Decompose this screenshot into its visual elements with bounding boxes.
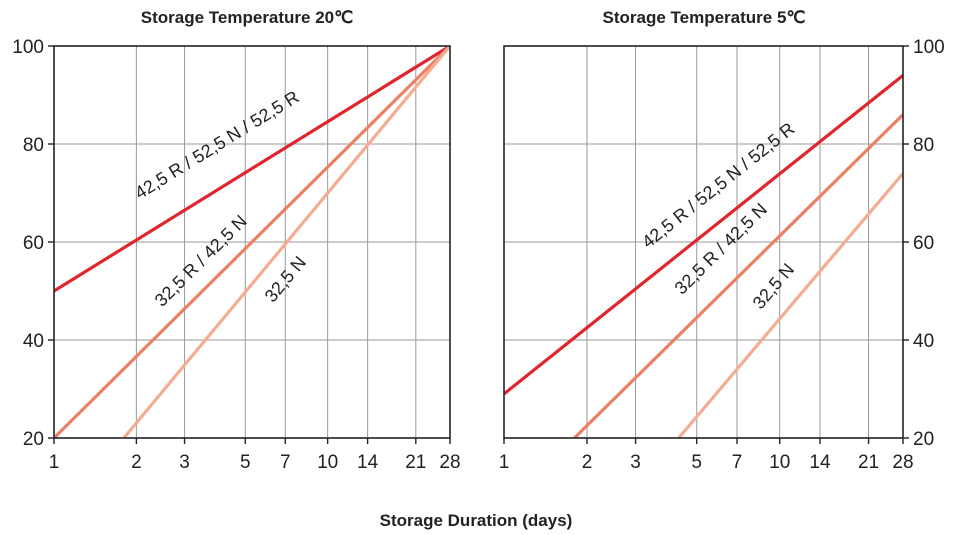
left-x-tick-label: 28	[439, 452, 460, 473]
left-x-tick-label: 5	[240, 452, 251, 473]
left-x-tick-label: 1	[49, 452, 60, 473]
left-x-tick-label: 3	[179, 452, 190, 473]
right-x-tick-label: 14	[809, 452, 831, 473]
right-y-tick-label: 20	[913, 429, 934, 450]
right-y-tick-label: 60	[913, 233, 934, 254]
right-series-line-3	[677, 172, 903, 438]
right-x-tick-label: 7	[732, 452, 743, 473]
left-series-label-2: 32,5 R / 42,5 N	[151, 211, 251, 310]
right-x-tick-label: 5	[691, 452, 702, 473]
x-axis-title: Storage Duration (days)	[380, 511, 573, 530]
left-chart-panel: 1 2 3 5 7 10 14 21 28 20 40 60 80 100 42,5 R / 52,5 N …	[12, 37, 460, 473]
right-x-tick-label: 3	[630, 452, 641, 473]
right-chart-title: Storage Temperature 5℃	[602, 8, 805, 27]
left-series-line-1	[54, 46, 450, 293]
right-y-tick-label: 40	[913, 331, 934, 352]
left-chart-title: Storage Temperature 20℃	[141, 8, 353, 27]
right-series-label-1: 42,5 R / 52,5 N / 52,5 R	[638, 119, 798, 253]
left-x-tick-label: 10	[317, 452, 338, 473]
right-x-tick-label: 10	[769, 452, 790, 473]
right-series-group	[504, 74, 903, 438]
right-series-line-1	[504, 74, 903, 396]
left-series-group	[54, 46, 450, 438]
right-series-line-2	[573, 113, 903, 438]
left-y-tick-label: 40	[23, 331, 44, 352]
left-series-line-3	[122, 46, 450, 438]
left-x-tick-label: 21	[405, 452, 426, 473]
left-series-label-1: 42,5 R / 52,5 N / 52,5 R	[131, 87, 302, 203]
left-series-line-2	[54, 46, 450, 438]
left-y-tick-label: 100	[12, 37, 44, 58]
left-y-tick-label: 20	[23, 429, 44, 450]
right-y-tick-label: 80	[913, 135, 934, 156]
right-y-tick-label: 100	[913, 37, 945, 58]
right-x-tick-label: 2	[582, 452, 593, 473]
left-y-tick-label: 60	[23, 233, 44, 254]
left-x-tick-label: 7	[280, 452, 291, 473]
left-y-tick-label: 80	[23, 135, 44, 156]
left-x-tick-label: 2	[131, 452, 142, 473]
left-x-tick-label: 14	[357, 452, 379, 473]
right-x-tick-label: 28	[892, 452, 913, 473]
right-x-tick-label: 21	[858, 452, 879, 473]
right-x-tick-label: 1	[499, 452, 510, 473]
